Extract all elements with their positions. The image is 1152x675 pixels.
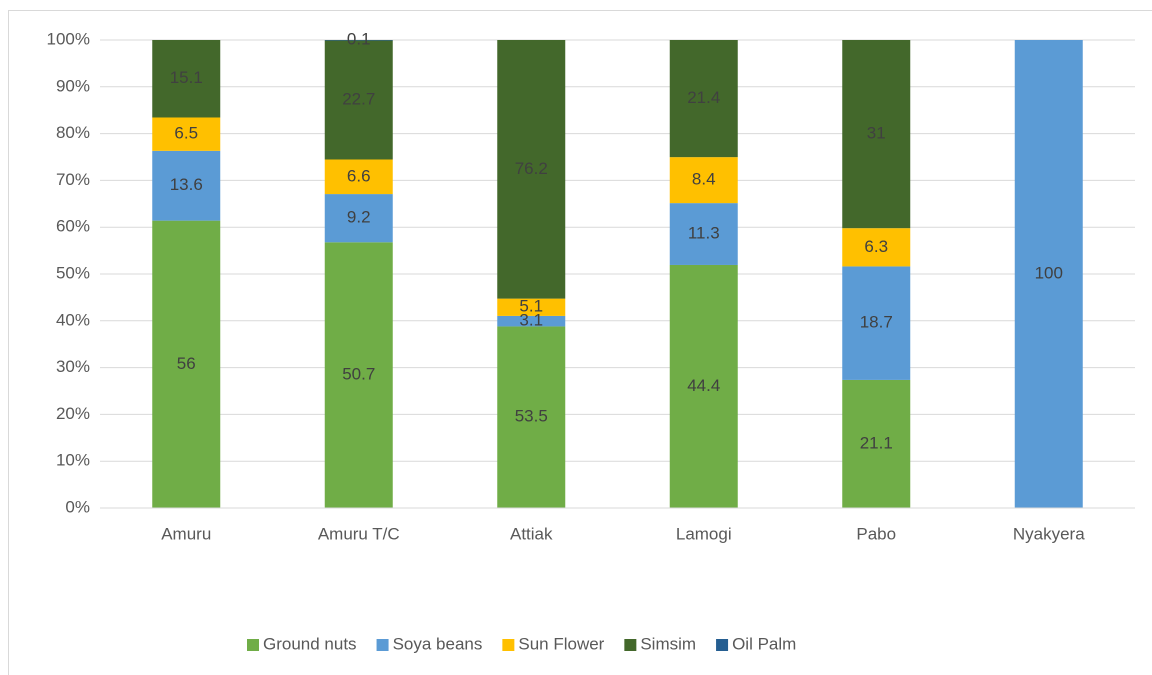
legend-label: Sun Flower: [518, 634, 604, 653]
y-tick-label: 50%: [56, 263, 90, 282]
bar-segment: [842, 266, 911, 380]
bar-segment: [152, 150, 221, 221]
data-label: 3.1: [519, 311, 543, 330]
x-tick-label: Lamogi: [676, 524, 732, 543]
legend-swatch: [716, 639, 729, 651]
data-label: 6.3: [864, 237, 888, 256]
bar-segment: [152, 117, 221, 151]
bar-segment: [669, 40, 738, 158]
bar-segment: [324, 40, 393, 41]
bar-segment: [497, 40, 566, 299]
chart-border: [8, 10, 1152, 675]
data-label: 56: [177, 354, 196, 373]
data-label: 6.5: [174, 124, 198, 143]
bar-segment: [497, 315, 566, 327]
legend-swatch: [624, 639, 637, 651]
x-tick-label: Amuru T/C: [318, 524, 400, 543]
y-tick-label: 0%: [65, 497, 90, 516]
legend-swatch: [247, 639, 259, 651]
legend-label: Oil Palm: [732, 634, 796, 653]
legend-swatch: [376, 639, 389, 651]
y-tick-label: 30%: [56, 357, 90, 376]
data-label: 9.2: [347, 208, 371, 227]
bar-segment: [324, 242, 393, 508]
data-label: 50.7: [342, 365, 375, 384]
data-label: 11.3: [688, 224, 720, 243]
data-label: 21.4: [687, 88, 720, 107]
bar-segment: [324, 159, 393, 195]
legend-swatch: [502, 639, 515, 651]
data-label: 5.1: [519, 297, 543, 316]
x-tick-label: Attiak: [510, 524, 553, 543]
bar-segment: [324, 194, 393, 243]
bar-segment: [842, 40, 911, 229]
data-label: 18.7: [860, 313, 893, 332]
bar-segment: [842, 228, 911, 267]
data-label: 53.5: [515, 407, 548, 426]
data-label: 76.2: [515, 159, 548, 178]
bar-segment: [152, 40, 221, 118]
data-label: 15.1: [170, 68, 203, 87]
data-label: 13.6: [170, 175, 203, 194]
bar-segment: [669, 264, 738, 508]
y-tick-label: 40%: [56, 310, 90, 329]
bar-segment: [497, 326, 566, 508]
bar-segment: [1014, 40, 1083, 508]
legend-label: Soya beans: [393, 634, 483, 653]
data-label: 22.7: [342, 89, 375, 108]
data-label: 6.6: [347, 166, 371, 185]
y-tick-label: 70%: [56, 170, 90, 189]
bar-segment: [152, 220, 221, 508]
y-tick-label: 10%: [56, 451, 90, 470]
legend-label: Ground nuts: [263, 634, 357, 653]
data-label: 44.4: [687, 376, 720, 395]
bar-segment: [324, 40, 393, 160]
data-label: 100: [1035, 263, 1063, 282]
data-label: 21.1: [860, 433, 893, 452]
y-tick-label: 90%: [56, 76, 90, 95]
bar-segment: [842, 379, 911, 508]
bar-segment: [669, 203, 738, 265]
bar-segment: [669, 157, 738, 204]
bar-segment: [497, 298, 566, 316]
y-tick-label: 80%: [56, 123, 90, 142]
x-tick-label: Nyakyera: [1013, 524, 1085, 543]
y-tick-label: 60%: [56, 217, 90, 236]
x-tick-label: Pabo: [856, 524, 896, 543]
legend-label: Simsim: [640, 634, 696, 653]
data-label: 31: [867, 124, 886, 143]
y-tick-label: 100%: [47, 29, 90, 48]
data-label: 0.1: [347, 30, 371, 49]
y-tick-label: 20%: [56, 404, 90, 423]
x-tick-label: Amuru: [161, 524, 211, 543]
data-label: 8.4: [692, 170, 716, 189]
